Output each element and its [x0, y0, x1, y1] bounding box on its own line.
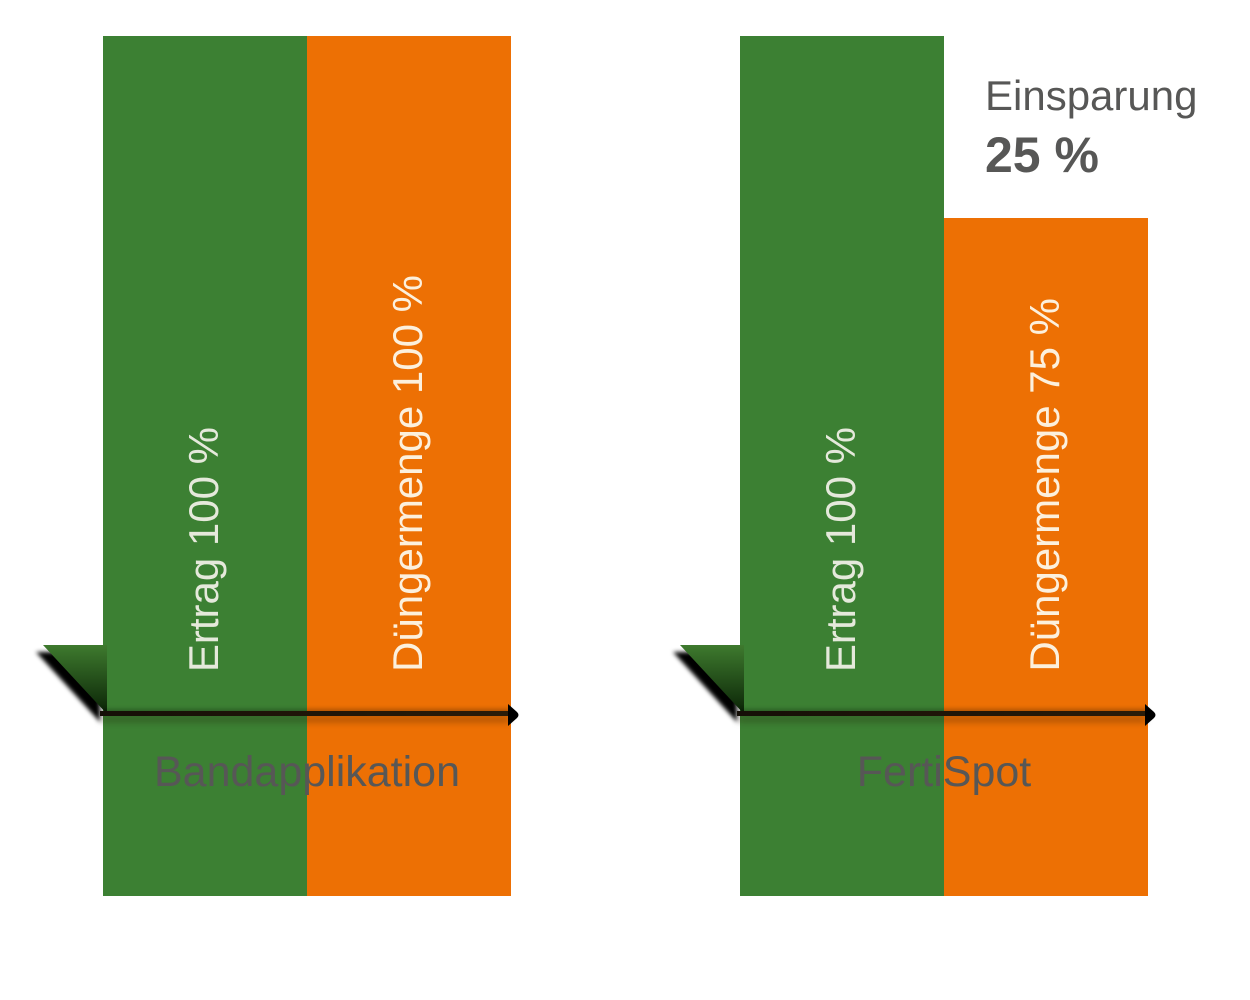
axis-arrow-left-icon: [673, 645, 744, 722]
axis-arrow-left-icon: [36, 645, 107, 722]
bar-duengermenge-fertispot: [944, 218, 1148, 896]
bar-label-ertrag-fertispot: Ertrag 100 %: [817, 426, 864, 672]
axis-baseline-fertispot: [737, 711, 1147, 716]
axis-baseline-bandapplikation: [100, 711, 510, 716]
savings-annotation: Einsparung 25 %: [985, 72, 1197, 183]
bar-label-duengermenge-fertispot: Düngermenge 75 %: [1021, 298, 1068, 672]
bar-duengermenge-bandapplikation: [307, 36, 511, 896]
axis-arrow-right-icon: [508, 704, 519, 726]
savings-annotation-value: 25 %: [985, 127, 1099, 184]
category-label-bandapplikation: Bandapplikation: [153, 748, 461, 796]
axis-arrow-right-icon: [1145, 704, 1156, 726]
savings-annotation-text: Einsparung: [985, 72, 1198, 119]
bar-label-duengermenge-bandapplikation: Düngermenge 100 %: [384, 275, 431, 672]
bar-ertrag-bandapplikation: [103, 36, 307, 896]
bar-label-ertrag-bandapplikation: Ertrag 100 %: [180, 426, 227, 672]
bar-ertrag-fertispot: [740, 36, 944, 896]
category-label-fertispot: FertiSpot: [856, 748, 1032, 796]
